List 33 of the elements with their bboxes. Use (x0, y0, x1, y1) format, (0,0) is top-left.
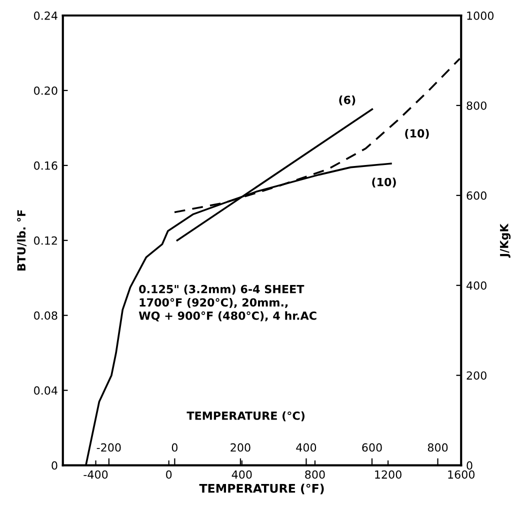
x-tick-label: 1600 (448, 470, 475, 479)
x-tick-label: 400 (232, 470, 252, 479)
annotation: 0.125" (3.2mm) 6-4 SHEET 1700°F (920°C), 20mm., WQ + 900°F (480°C), 4 hr.AC (138, 284, 316, 322)
y-tick-label: 0.16 (34, 161, 58, 170)
y-tick-label: 0 (52, 461, 58, 470)
y2-tick-label: 800 (466, 101, 486, 110)
x2-tick-label: 200 (230, 443, 250, 452)
y-tick-label: 0.08 (34, 311, 58, 320)
x-axis-title: TEMPERATURE (°F) (199, 484, 324, 494)
x-tick-label: 1200 (375, 470, 402, 479)
series-label: (10) (405, 128, 429, 139)
x2-tick-label: 400 (296, 443, 316, 452)
y-tick-label: 0.20 (34, 86, 58, 95)
x2-tick-label: 800 (428, 443, 448, 452)
y2-axis-title: J/KgK (500, 223, 511, 258)
y-tick-label: 0.12 (34, 236, 57, 245)
x-tick-label: -400 (84, 470, 108, 479)
y-tick-label: 0.04 (34, 386, 58, 395)
x-tick-label: 800 (305, 470, 325, 479)
x2-tick-label: 600 (362, 443, 382, 452)
x-tick-label: 0 (166, 470, 172, 479)
x2-axis-title: TEMPERATURE (°C) (186, 411, 304, 422)
y2-tick-label: 1000 (467, 11, 494, 20)
x2-tick-label: -200 (96, 443, 121, 452)
series-label: (10) (372, 178, 396, 188)
y2-tick-label: 600 (466, 191, 486, 200)
y-tick-label: 0.24 (34, 11, 58, 20)
series-label: (6) (339, 96, 356, 106)
x2-tick-label: 0 (172, 443, 178, 452)
y-axis-title: BTU/lb. °F (16, 210, 26, 270)
y2-tick-label: 400 (466, 281, 486, 290)
y2-tick-label: 0 (466, 461, 472, 470)
y2-tick-label: 200 (466, 371, 486, 380)
